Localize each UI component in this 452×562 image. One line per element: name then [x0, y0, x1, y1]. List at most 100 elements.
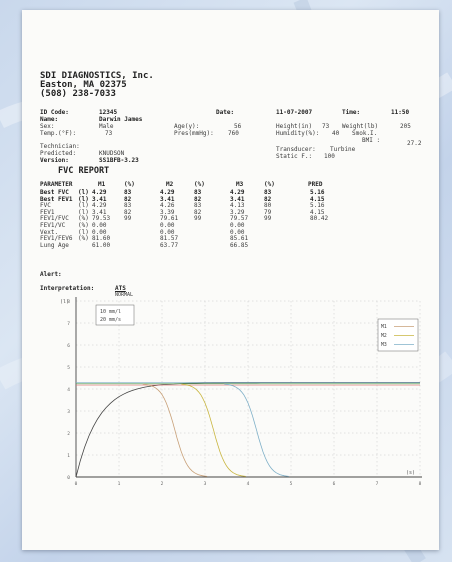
table-cell-m3-pct: 82 — [264, 195, 272, 203]
fvc-results-table: PARAMETER M1 (%) M2 (%) M3 (%) PRED Best FVC (l) 4… — [40, 182, 430, 262]
x-tick-label: 1 — [118, 481, 121, 487]
y-tick-label: 8 — [67, 299, 70, 305]
transducer-label: Transducer: — [276, 146, 316, 153]
height-value: 73 — [322, 123, 330, 130]
x-tick-label: 5 — [290, 481, 293, 487]
table-cell-m2-pct: 99 — [194, 215, 202, 223]
table-cell-parameter: Best FEV1 — [40, 195, 73, 203]
table-header-cell: PARAMETER — [40, 181, 73, 188]
static-label: Static F.: — [276, 153, 313, 160]
table-header-cell: (%) — [264, 181, 275, 188]
table-cell-m3: 4.13 — [230, 202, 245, 210]
time-value: 11:50 — [391, 109, 410, 116]
table-cell-m2: 63.77 — [160, 241, 179, 249]
height-label: Height(in) — [276, 123, 313, 130]
interpretation-value: ATS — [115, 285, 126, 292]
table-header-cell: M1 — [98, 181, 106, 188]
table-cell-m2-pct: 83 — [194, 202, 202, 210]
table-cell-m2: 79.61 — [160, 215, 179, 223]
table-header-cell: (%) — [124, 181, 135, 188]
table-cell-parameter: Lung Age — [40, 241, 69, 249]
scale-box — [95, 304, 135, 326]
x-tick-label: 8 — [419, 481, 422, 487]
y-tick-label: 6 — [67, 343, 70, 349]
y-tick-label: 4 — [67, 387, 70, 393]
table-cell-m2-pct: 82 — [194, 208, 202, 216]
table-cell-m3-pct: 99 — [264, 215, 272, 223]
table-cell-m2: 3.41 — [160, 195, 175, 203]
table-cell-m1-pct: 82 — [124, 195, 132, 203]
age-value: 56 — [234, 123, 242, 130]
table-cell-parameter: Best FVC — [40, 189, 69, 196]
table-cell-m3-pct: 80 — [264, 202, 272, 210]
smok-label: Smok.I. — [352, 130, 378, 137]
x-tick-label: 0 — [75, 481, 78, 487]
time-label: Time: — [342, 109, 361, 116]
table-cell-m2-pct: 82 — [194, 195, 202, 203]
table-cell-parameter: FVC — [40, 202, 51, 210]
scale-time: 20 mm/s — [100, 317, 121, 323]
x-tick-label: 7 — [376, 481, 379, 487]
company-name: SDI DIAGNOSTICS, Inc. — [40, 71, 154, 81]
table-cell-m3: 66.85 — [230, 241, 249, 249]
weight-label: Weight(lb) — [342, 123, 379, 130]
pred-value: KNUDSON — [99, 150, 125, 157]
date-label: Date: — [216, 109, 235, 116]
static-value: 100 — [324, 153, 335, 160]
legend-label: M3 — [381, 342, 387, 348]
table-cell-predicted: 5.16 — [310, 202, 325, 210]
temp-value: 73 — [105, 130, 113, 137]
transducer-value: Turbine — [330, 146, 356, 153]
table-header-cell: M2 — [166, 181, 174, 188]
table-cell-m3: 0.00 — [230, 222, 245, 229]
alert-label: Alert: — [40, 271, 62, 278]
table-cell-predicted: 80.42 — [310, 215, 329, 223]
humidity-value: 40 — [332, 130, 340, 137]
x-axis-unit: (s) — [406, 470, 415, 476]
sex-label: Sex: — [40, 123, 55, 130]
table-cell-m3: 3.29 — [230, 208, 245, 216]
table-cell-m2: 81.57 — [160, 235, 179, 243]
y-tick-label: 0 — [67, 475, 70, 481]
x-tick-label: 2 — [161, 481, 164, 487]
table-header-cell: (%) — [194, 181, 205, 188]
table-cell-unit: (l) — [78, 228, 89, 236]
table-cell-unit: (l) — [78, 202, 89, 210]
humidity-label: Humidity(%): — [276, 130, 320, 137]
company-phone: (508) 238-7033 — [40, 89, 116, 99]
table-cell-m2: 0.00 — [160, 222, 175, 229]
y-tick-label: 2 — [67, 431, 70, 437]
table-cell-parameter: Vext. — [40, 228, 59, 236]
table-cell-parameter: FEV1/FEV6 — [40, 235, 73, 243]
trial-curve-m2 — [181, 383, 246, 477]
name-label: Name: — [40, 116, 59, 123]
table-cell-m1: 3.41 — [92, 195, 107, 203]
table-header-cell: PRED — [308, 181, 323, 188]
table-cell-m3: 85.61 — [230, 235, 249, 243]
table-cell-m3: 0.00 — [230, 228, 245, 236]
x-tick-label: 3 — [204, 481, 207, 487]
table-header-cell: M3 — [236, 181, 244, 188]
x-tick-label: 4 — [247, 481, 250, 487]
weight-value: 205 — [400, 123, 411, 130]
version-label: Version: — [40, 157, 69, 164]
table-cell-unit: (l) — [78, 195, 89, 203]
legend-label: M1 — [381, 324, 387, 330]
table-cell-m1-pct: 83 — [124, 189, 132, 196]
table-cell-m1: 3.41 — [92, 208, 107, 216]
interpretation-result: NORMAL — [115, 292, 134, 298]
y-axis-unit: (l) — [60, 299, 69, 305]
trial-curve-m3 — [224, 383, 289, 477]
trial-curve-m1 — [142, 383, 208, 477]
table-cell-unit: (l) — [78, 189, 89, 196]
table-cell-unit: (%) — [78, 235, 89, 243]
tech-label: Technician: — [40, 143, 80, 150]
age-label: Age(y): — [174, 123, 200, 130]
table-cell-m1-pct: 99 — [124, 215, 132, 223]
table-cell-m1: 0.00 — [92, 228, 107, 236]
legend-box — [377, 318, 419, 352]
scale-volume: 10 mm/l — [100, 309, 121, 315]
report-title: FVC REPORT — [58, 166, 110, 176]
version-value: SS1BFB-3.23 — [99, 157, 139, 164]
